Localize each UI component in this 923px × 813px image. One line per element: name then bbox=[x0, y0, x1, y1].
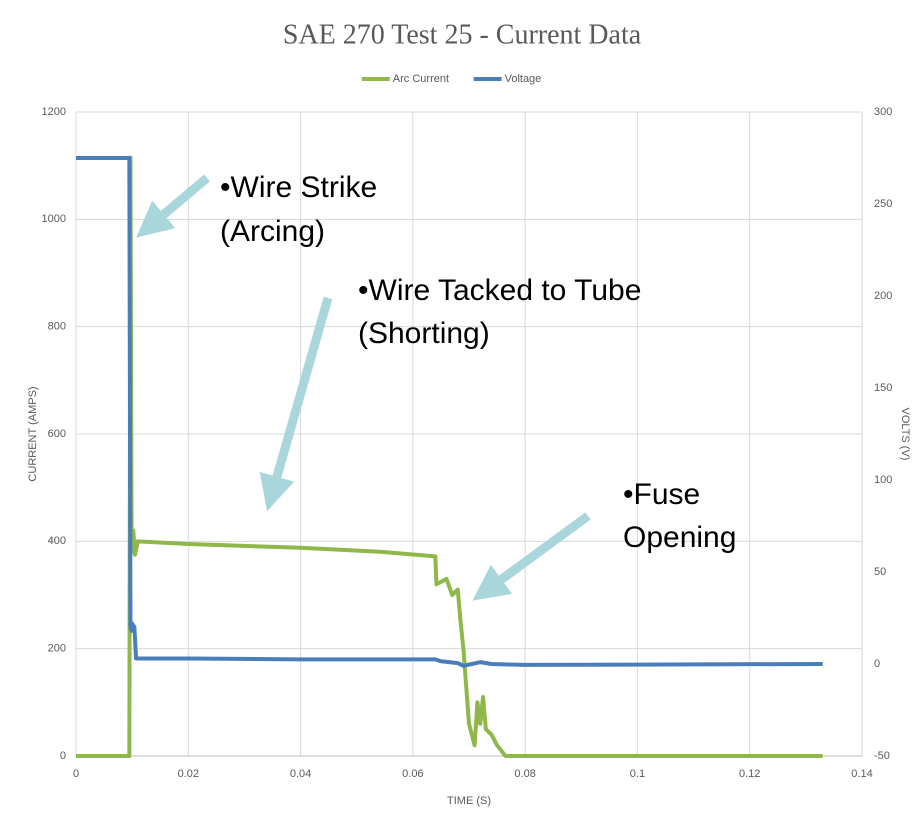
y2-tick-label: 100 bbox=[874, 474, 892, 486]
y2-tick-label: 300 bbox=[874, 106, 892, 118]
y2-tick-label: 0 bbox=[874, 658, 880, 670]
x-tick-label: 0.08 bbox=[514, 768, 535, 780]
x-axis-title: TIME (S) bbox=[447, 795, 491, 807]
y2-tick-label: -50 bbox=[874, 750, 890, 762]
x-tick-label: 0.04 bbox=[290, 768, 311, 780]
y2-axis-title: VOLTS (V) bbox=[899, 408, 911, 461]
y2-tick-label: 50 bbox=[874, 566, 886, 578]
x-tick-label: 0.1 bbox=[630, 768, 645, 780]
y-tick-label: 600 bbox=[48, 428, 66, 440]
legend-label: Arc Current bbox=[393, 73, 449, 85]
y-tick-label: 400 bbox=[48, 535, 66, 547]
annotation: •Fuse bbox=[623, 478, 700, 511]
x-tick-label: 0.12 bbox=[739, 768, 760, 780]
y-tick-label: 1200 bbox=[42, 106, 66, 118]
y-tick-label: 200 bbox=[48, 643, 66, 655]
x-tick-label: 0.14 bbox=[851, 768, 872, 780]
annotation-arrow bbox=[472, 512, 591, 601]
y-tick-label: 1000 bbox=[42, 213, 66, 225]
legend-label: Voltage bbox=[505, 73, 542, 85]
y-tick-label: 800 bbox=[48, 321, 66, 333]
legend: Arc Current Voltage bbox=[361, 73, 542, 85]
chart-title: SAE 270 Test 25 - Current Data bbox=[283, 19, 642, 50]
y2-tick-label: 150 bbox=[874, 382, 892, 394]
annotation: (Shorting) bbox=[358, 317, 490, 350]
annotation-arrow bbox=[136, 174, 210, 238]
plot-area: 0 200 400 600 800 1000 1200 -50 0 50 100 150 200 250 3… bbox=[42, 106, 893, 780]
annotation: (Arcing) bbox=[220, 215, 325, 248]
y2-tick-label: 250 bbox=[874, 198, 892, 210]
series-line bbox=[76, 156, 823, 668]
x-tick-label: 0.02 bbox=[178, 768, 199, 780]
y2-tick-label: 200 bbox=[874, 290, 892, 302]
y-axis-title: CURRENT (AMPS) bbox=[27, 386, 39, 481]
annotation: •Wire Strike bbox=[220, 171, 377, 204]
annotation-arrow bbox=[259, 296, 333, 512]
x-tick-label: 0 bbox=[73, 768, 79, 780]
series-line bbox=[76, 155, 823, 758]
y-tick-label: 0 bbox=[60, 750, 66, 762]
x-tick-label: 0.06 bbox=[402, 768, 423, 780]
annotation: •Wire Tacked to Tube bbox=[358, 274, 641, 307]
annotation: Opening bbox=[623, 521, 736, 554]
